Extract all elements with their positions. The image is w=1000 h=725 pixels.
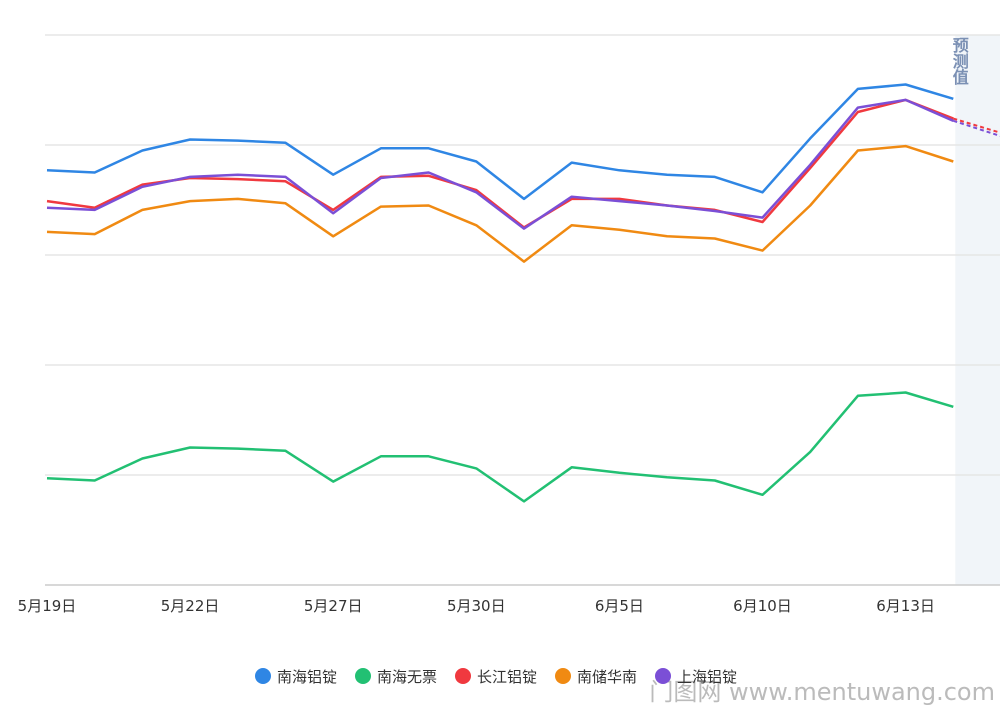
x-tick-label: 6月13日 [876,597,935,615]
legend-label: 南海铝锭 [277,668,337,686]
x-tick-label: 6月10日 [733,597,792,615]
forecast-line [952,119,1000,137]
legend-marker [455,668,471,684]
series-line [46,391,954,503]
legend-marker [255,668,271,684]
legend-marker [555,668,571,684]
series-line [46,83,954,201]
series-line [46,98,954,229]
legend-label: 南储华南 [577,668,637,686]
forecast-line [953,117,1000,134]
x-tick-label: 6月5日 [595,597,644,615]
x-tick-label: 5月19日 [18,597,77,615]
legend-label: 长江铝锭 [477,668,537,686]
x-tick-label: 5月22日 [161,597,220,615]
x-tick-label: 5月30日 [447,597,506,615]
series-line [46,144,954,263]
x-tick-label: 5月27日 [304,597,363,615]
legend-label: 上海铝锭 [677,668,737,686]
series-line [46,98,954,230]
legend-marker [355,668,371,684]
legend-marker [655,668,671,684]
forecast-region [955,35,1000,585]
legend-label: 南海无票 [377,668,437,686]
forecast-label: 预测值 [950,37,969,85]
watermark: 门图网 www.mentuwang.com [649,678,995,706]
